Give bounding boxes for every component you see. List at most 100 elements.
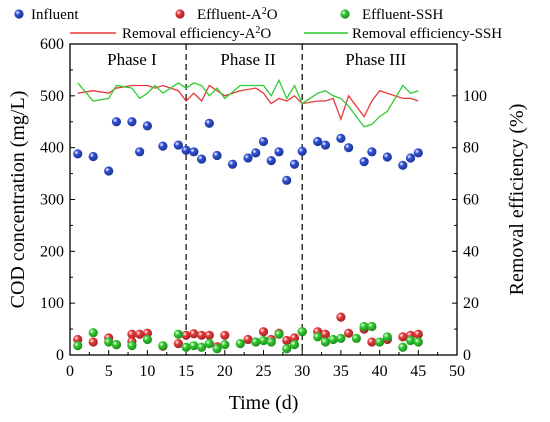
data-point-effluent_ssh — [158, 341, 168, 351]
x-tick-label: 45 — [410, 363, 426, 380]
data-point-effluent_a2o — [344, 328, 354, 338]
x-tick-label: 50 — [449, 363, 465, 380]
data-point-influent — [158, 141, 168, 151]
data-point-influent — [258, 136, 269, 147]
data-point-effluent_ssh — [235, 338, 245, 349]
legend-label-removal-ssh: Removal efficiency-SSH — [352, 26, 502, 42]
data-point-influent — [413, 148, 423, 158]
x-tick-label: 20 — [217, 363, 233, 380]
data-point-effluent_ssh — [189, 341, 199, 351]
legend-label-effluent-ssh: Effluent-SSH — [362, 7, 444, 23]
data-point-effluent_ssh — [220, 340, 230, 350]
data-point-influent — [382, 152, 392, 162]
data-point-effluent_a2o — [220, 330, 230, 340]
data-point-influent — [336, 133, 346, 143]
data-point-effluent_a2o — [196, 330, 207, 340]
phase-label: Phase III — [345, 50, 406, 69]
data-point-influent — [274, 147, 284, 157]
data-point-effluent_ssh — [313, 332, 323, 342]
x-tick-label: 10 — [139, 363, 155, 380]
data-point-effluent_a2o — [320, 329, 331, 339]
legend-label-removal-a2o: Removal efficiency-A2O — [122, 25, 271, 43]
data-point-effluent_a2o — [336, 312, 346, 322]
x-tick-label: 35 — [333, 363, 349, 380]
y-right-tick-label: 80 — [463, 140, 479, 157]
data-point-effluent_ssh — [258, 335, 269, 346]
data-point-influent — [344, 143, 354, 153]
y-left-tick-label: 200 — [40, 243, 64, 260]
phase-label: Phase I — [107, 50, 157, 69]
plot-frame — [69, 43, 458, 356]
x-tick-label: 5 — [105, 363, 113, 380]
data-point-effluent_a2o — [243, 334, 253, 345]
y-left-tick-label: 600 — [40, 36, 64, 53]
data-point-effluent_ssh — [367, 321, 377, 332]
plot-area: Phase I Phase II Phase III 0 5 10 15 20 25 30 35 40… — [40, 36, 487, 380]
y-axis-right-title: Removal efficiency (%) — [506, 104, 528, 296]
data-point-influent — [405, 153, 416, 163]
data-point-effluent_ssh — [274, 329, 284, 339]
x-tick-label: 40 — [372, 363, 388, 380]
data-point-effluent_ssh — [204, 338, 214, 349]
y-right-tick-label: 0 — [463, 347, 471, 364]
data-point-effluent_a2o — [289, 333, 300, 343]
data-point-influent — [359, 157, 369, 167]
y-left-tick-label: 300 — [40, 192, 64, 209]
data-point-effluent_a2o — [127, 329, 137, 339]
data-point-effluent_ssh — [104, 337, 114, 347]
data-point-effluent_a2o — [173, 338, 183, 349]
data-point-influent — [227, 159, 238, 169]
y-left-tick-label: 0 — [56, 347, 64, 364]
data-point-influent — [243, 153, 253, 163]
data-point-influent — [196, 154, 207, 164]
data-point-effluent_a2o — [413, 329, 423, 339]
x-axis-title: Time (d) — [229, 392, 299, 414]
data-point-influent — [289, 159, 300, 169]
data-point-effluent_ssh — [375, 337, 385, 347]
y-left-tick-label: 500 — [40, 88, 64, 105]
data-point-influent — [181, 145, 191, 155]
data-point-effluent_a2o — [204, 330, 214, 340]
legend-marker-influent — [14, 9, 24, 19]
data-point-effluent_ssh — [266, 337, 276, 347]
data-point-effluent_ssh — [142, 334, 152, 345]
data-point-influent — [204, 118, 214, 128]
x-tick-label: 0 — [66, 363, 74, 380]
data-point-influent — [313, 136, 323, 147]
legend: Influent Effluent-A2O Effluent-SSH Removal … — [14, 6, 502, 43]
data-point-effluent_ssh — [398, 342, 408, 352]
data-point-influent — [111, 117, 122, 127]
data-point-effluent_a2o — [189, 329, 199, 339]
series-line-removal_a2o — [77, 84, 419, 122]
y-axis-left-title: COD concentration (mg/L) — [7, 91, 29, 309]
y-right-tick-label: 20 — [463, 295, 479, 312]
data-point-effluent_ssh — [289, 340, 300, 350]
y-right-tick-label: 60 — [463, 192, 479, 209]
x-tick-label: 30 — [294, 363, 310, 380]
legend-marker-effluent_ssh — [340, 9, 350, 19]
data-point-influent — [189, 147, 199, 157]
data-point-effluent_ssh — [251, 337, 261, 347]
data-point-effluent_ssh — [196, 342, 207, 352]
data-point-effluent_ssh — [212, 344, 222, 354]
data-point-effluent_ssh — [127, 341, 137, 351]
legend-marker-effluent_a2o — [175, 9, 185, 19]
data-point-effluent_ssh — [359, 321, 369, 332]
data-point-influent — [73, 149, 83, 159]
data-point-effluent_ssh — [173, 329, 183, 339]
data-point-effluent_a2o — [135, 329, 145, 339]
data-point-effluent_a2o — [282, 335, 292, 346]
data-point-influent — [282, 175, 292, 185]
y-left-tick-label: 100 — [40, 295, 64, 312]
data-point-influent — [251, 148, 261, 158]
data-point-influent — [135, 147, 145, 157]
data-point-effluent_ssh — [88, 328, 98, 338]
data-point-influent — [173, 140, 183, 150]
data-point-influent — [142, 121, 152, 131]
data-point-effluent_a2o — [181, 330, 191, 340]
data-point-effluent_ssh — [382, 332, 392, 342]
data-point-effluent_ssh — [405, 335, 416, 346]
data-point-influent — [297, 146, 307, 156]
data-point-influent — [88, 151, 98, 162]
data-point-effluent_ssh — [73, 341, 83, 351]
